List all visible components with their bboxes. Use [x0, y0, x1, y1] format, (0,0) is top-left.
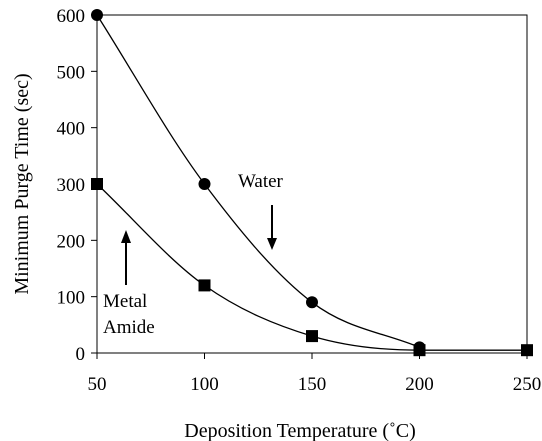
x-tick-label: 150: [298, 374, 327, 395]
x-tick-label: 50: [88, 374, 107, 395]
water-point: [306, 296, 318, 309]
metal-amide-point: [198, 279, 211, 292]
water-point: [198, 178, 211, 190]
metal-amide-curve: [96, 183, 527, 351]
x-axis-title: Deposition Temperature (˚C): [184, 420, 416, 441]
water-curve: [96, 14, 420, 348]
y-tick-label: 200: [57, 231, 86, 252]
y-tick-label: 400: [57, 119, 86, 140]
x-axis-ticks: 50 100 150 200 250: [88, 353, 542, 395]
y-axis-title: Minimum Purge Time (sec): [11, 73, 33, 294]
x-tick-label: 200: [405, 374, 434, 395]
y-tick-label: 0: [76, 344, 86, 365]
water-point: [91, 9, 103, 21]
y-axis-ticks: 0 100 200 300 400 500 600: [57, 6, 97, 365]
water-label: Water: [238, 171, 284, 192]
y-tick-label: 300: [57, 175, 86, 196]
metal-amide-point: [91, 178, 103, 190]
x-tick-label: 100: [190, 374, 219, 395]
water-arrow-head: [267, 238, 277, 250]
y-tick-label: 600: [57, 6, 86, 27]
series-markers: [91, 9, 533, 357]
amide-label-line-1: Metal: [103, 291, 147, 312]
water-annotation: Water: [238, 171, 284, 250]
metal-amide-point: [521, 344, 533, 357]
x-tick-label: 250: [513, 374, 542, 395]
y-tick-label: 100: [57, 288, 86, 309]
metal-amide-point: [306, 330, 318, 343]
amide-arrow-head: [121, 230, 131, 243]
y-tick-label: 500: [57, 62, 86, 83]
metal-amide-point: [413, 344, 426, 357]
amide-label-line-2: Amide: [103, 317, 155, 338]
amide-annotation: Metal Amide: [103, 230, 155, 338]
